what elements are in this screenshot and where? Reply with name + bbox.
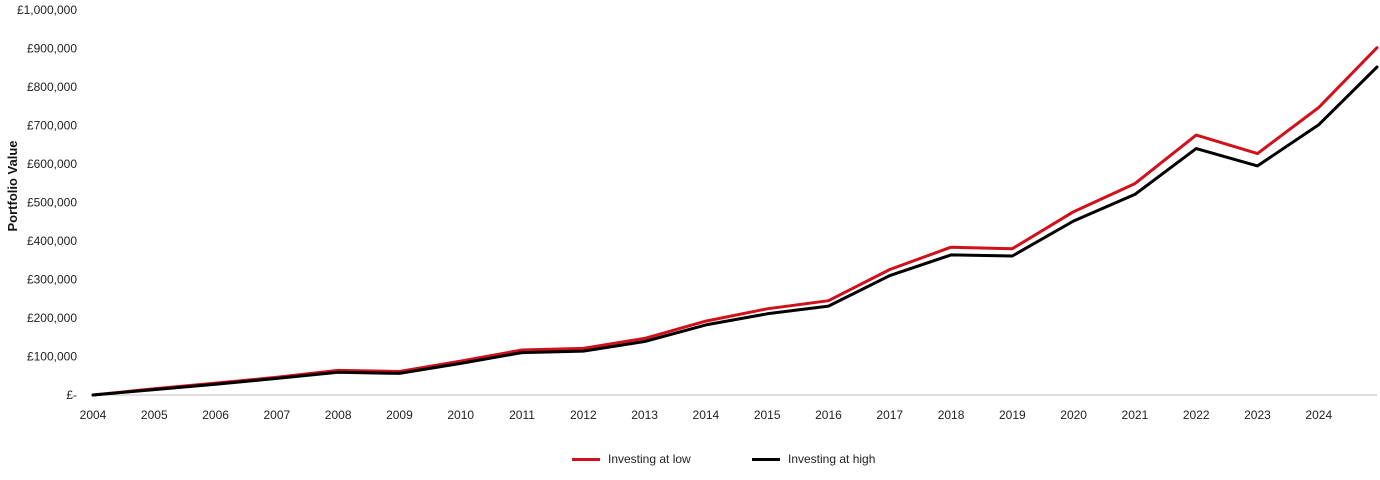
line-chart: Portfolio Value £- £100,000 £200,000 £300,0… (5, 3, 1379, 422)
x-tick-label: 2018 (938, 408, 965, 422)
x-tick-label: 2020 (1060, 408, 1087, 422)
legend-item-investing-at-low: Investing at low (572, 452, 691, 466)
x-tick-label: 2016 (815, 408, 842, 422)
x-tick-label: 2023 (1244, 408, 1271, 422)
y-tick-label: £800,000 (27, 80, 77, 94)
legend-item-investing-at-high: Investing at high (752, 452, 875, 466)
legend: Investing at low Investing at high (0, 452, 1380, 472)
y-tick-label: £300,000 (27, 273, 77, 287)
y-tick-label: £500,000 (27, 196, 77, 210)
x-tick-label: 2014 (693, 408, 720, 422)
y-tick-label: £600,000 (27, 157, 77, 171)
y-tick-label: £200,000 (27, 311, 77, 325)
x-tick-label: 2017 (876, 408, 903, 422)
y-tick-label: £- (66, 388, 77, 402)
x-tick-label: 2007 (264, 408, 291, 422)
x-tick-label: 2011 (509, 408, 535, 422)
legend-swatch-high (752, 457, 780, 461)
x-tick-label: 2004 (80, 408, 107, 422)
x-tick-label: 2005 (141, 408, 168, 422)
y-tick-label: £700,000 (27, 119, 77, 133)
x-tick-label: 2015 (754, 408, 781, 422)
y-tick-label: £100,000 (27, 350, 77, 364)
x-tick-label: 2006 (202, 408, 229, 422)
x-tick-label: 2024 (1305, 408, 1332, 422)
y-tick-label: £900,000 (27, 42, 77, 56)
y-axis-label: Portfolio Value (5, 140, 20, 231)
x-tick-label: 2022 (1183, 408, 1210, 422)
legend-label-low: Investing at low (608, 452, 691, 466)
legend-swatch-low (572, 457, 600, 461)
series-line-investing-at-low (91, 46, 1379, 397)
x-tick-label: 2013 (631, 408, 658, 422)
x-tick-label: 2010 (447, 408, 474, 422)
x-tick-label: 2009 (386, 408, 413, 422)
x-tick-label: 2008 (325, 408, 352, 422)
x-tick-label: 2019 (999, 408, 1026, 422)
y-tick-label: £400,000 (27, 234, 77, 248)
x-tick-label: 2021 (1122, 408, 1149, 422)
legend-label-high: Investing at high (788, 452, 876, 466)
x-tick-label: 2012 (570, 408, 597, 422)
series-line-investing-at-high (91, 65, 1379, 397)
y-tick-label: £1,000,000 (17, 3, 77, 17)
